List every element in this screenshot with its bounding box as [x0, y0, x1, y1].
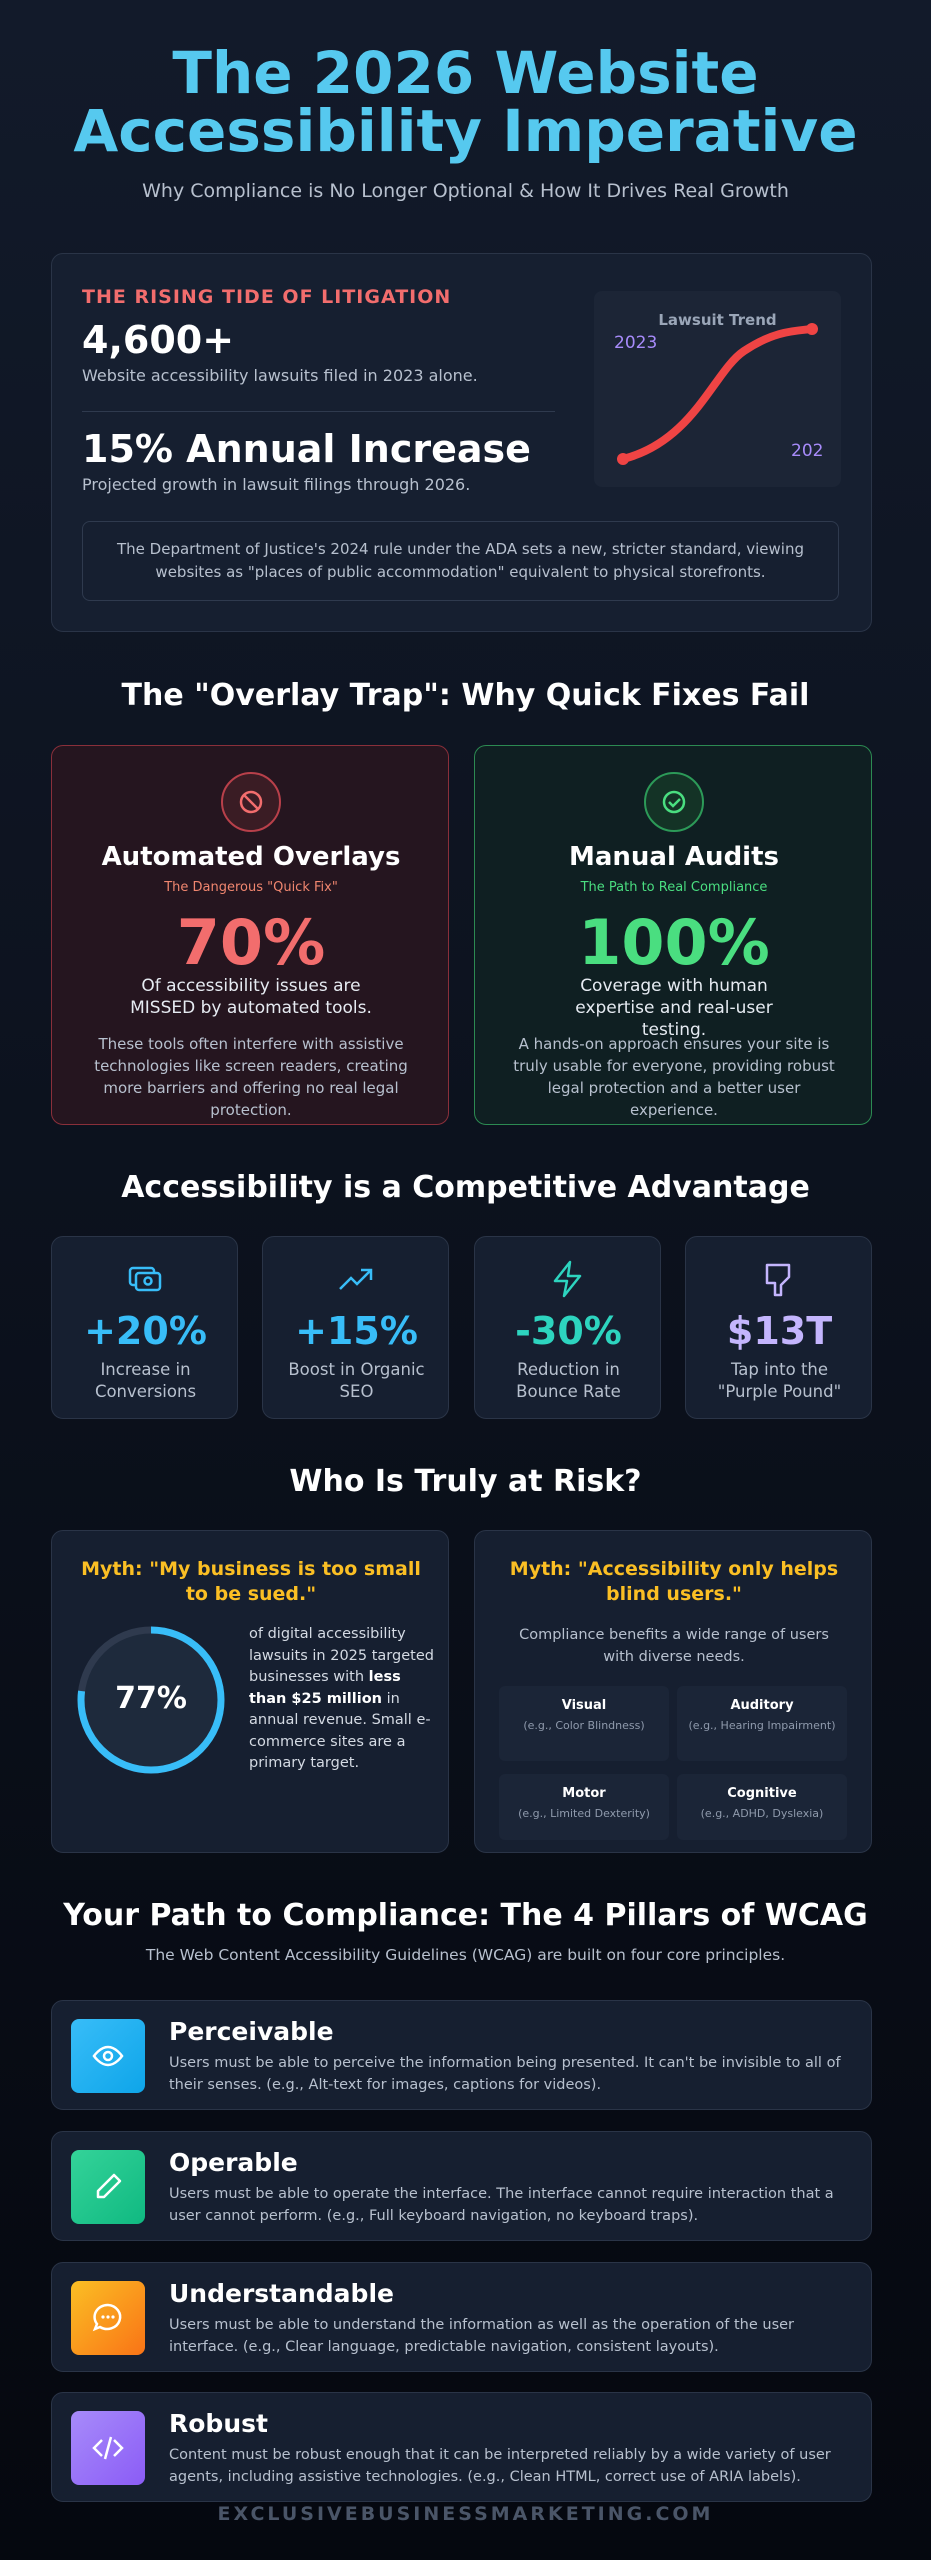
user-group: Auditory (e.g., Hearing Impairment) [677, 1686, 847, 1761]
trend-curve [617, 323, 818, 465]
group-example: (e.g., Color Blindness) [523, 1719, 645, 1732]
trend-chart: Lawsuit Trend 2023 202 [594, 291, 841, 487]
pillar-card: Perceivable Users must be able to perceiv… [51, 2000, 872, 2110]
stat-icon [759, 1259, 799, 1303]
bold-text: less than $25 million [249, 1669, 401, 1707]
overlay-card: Automated Overlays The Dangerous "Quick … [51, 745, 449, 1125]
group-name: Cognitive [727, 1786, 797, 1801]
pillar-icon [71, 2019, 145, 2093]
group-name: Auditory [730, 1698, 794, 1713]
pillar-card: Robust Content must be robust enough that… [51, 2392, 872, 2502]
risk-card: Myth: "My business is too small to be su… [51, 1530, 449, 1853]
stat-icon [125, 1259, 165, 1303]
stat-icon [336, 1259, 376, 1303]
stat-card: $13T Tap into the "Purple Pound" [685, 1236, 872, 1419]
myth: Myth: "Accessibility only helps blind us… [509, 1558, 839, 1605]
chart-title: Lawsuit Trend [658, 311, 777, 329]
text: of digital accessibility lawsuits in 202… [249, 1626, 434, 1685]
pillar-text: Content must be robust enough that it ca… [169, 2447, 831, 2485]
stat-value: $13T [726, 1309, 833, 1353]
pillar-title: Operable [169, 2148, 298, 2177]
divider [82, 411, 555, 412]
section-heading: Accessibility is a Competitive Advantage [121, 1170, 810, 1205]
card-subtitle: The Path to Real Compliance [580, 880, 768, 895]
risk-text: of digital accessibility lawsuits in 202… [249, 1624, 434, 1775]
card-stat-text: Coverage with human expertise and real-u… [575, 976, 773, 1040]
group-name: Visual [561, 1698, 607, 1713]
stat: 15% Annual Increase [82, 427, 531, 471]
chart-label: 202 [791, 441, 824, 461]
audit-card: Manual Audits The Path to Real Complianc… [474, 745, 872, 1125]
stat-value: +15% [295, 1309, 418, 1353]
card-stat-text: Of accessibility issues are MISSED by au… [130, 976, 372, 1018]
stat-label: Tap into the "Purple Pound" [717, 1360, 842, 1401]
card-stat: 70% [176, 906, 326, 979]
chart-label: 2023 [614, 333, 658, 353]
pillar-title: Understandable [169, 2279, 394, 2308]
stat: 4,600+ [82, 318, 235, 362]
section-heading: The "Overlay Trap": Why Quick Fixes Fail [121, 678, 810, 713]
pillar-icon [71, 2150, 145, 2224]
icon-ban [221, 772, 281, 832]
stat-value: +20% [84, 1309, 207, 1353]
kicker: THE RISING TIDE OF LITIGATION [82, 286, 452, 308]
group-example: (e.g., Limited Dexterity) [518, 1807, 650, 1820]
stat-label: Boost in Organic SEO [288, 1360, 425, 1401]
main-title: The 2026 Website Accessibility Imperativ… [73, 39, 858, 165]
user-group: Visual (e.g., Color Blindness) [499, 1686, 669, 1761]
user-group: Motor (e.g., Limited Dexterity) [499, 1774, 669, 1840]
donut [77, 1626, 225, 1774]
text: in annual revenue. Small e-commerce site… [249, 1690, 431, 1772]
donut-stat: 77% [115, 1681, 187, 1716]
risk-card: Myth: "Accessibility only helps blind us… [474, 1530, 872, 1853]
card-body: These tools often interfere with assisti… [94, 1035, 408, 1119]
pillar-card: Operable Users must be able to operate th… [51, 2131, 872, 2241]
stat-label: Increase in Conversions [94, 1360, 197, 1401]
card-body: A hands-on approach ensures your site is… [513, 1035, 835, 1119]
stat-card: +15% Boost in Organic SEO [262, 1236, 449, 1419]
stat-card: -30% Reduction in Bounce Rate [474, 1236, 661, 1419]
section-subtitle: The Web Content Accessibility Guidelines… [145, 1946, 786, 1964]
stat-text: Website accessibility lawsuits filed in … [82, 366, 478, 385]
pillar-title: Robust [169, 2409, 268, 2438]
section-heading: Who Is Truly at Risk? [289, 1464, 642, 1499]
user-group: Cognitive (e.g., ADHD, Dyslexia) [677, 1774, 847, 1840]
stat-icon [548, 1259, 588, 1303]
group-example: (e.g., ADHD, Dyslexia) [700, 1807, 824, 1820]
intro: Compliance benefits a wide range of user… [519, 1627, 829, 1665]
icon-check [644, 772, 704, 832]
card-stat: 100% [578, 906, 770, 979]
pillar-card: Understandable Users must be able to unde… [51, 2262, 872, 2372]
group-name: Motor [562, 1786, 606, 1801]
pillar-icon [71, 2411, 145, 2485]
pillar-text: Users must be able to understand the inf… [169, 2317, 795, 2355]
stat-label: Reduction in Bounce Rate [516, 1360, 621, 1401]
stat-card: +20% Increase in Conversions [51, 1236, 238, 1419]
stat-text: Projected growth in lawsuit filings thro… [82, 475, 471, 494]
legal-note: The Department of Justice's 2024 rule un… [82, 521, 839, 601]
card-title: Manual Audits [568, 842, 779, 872]
card-title: Automated Overlays [101, 842, 401, 872]
pillar-text: Users must be able to perceive the infor… [169, 2055, 841, 2093]
card-subtitle: The Dangerous "Quick Fix" [164, 880, 338, 895]
myth: Myth: "My business is too small to be su… [81, 1558, 421, 1605]
pillar-icon [71, 2281, 145, 2355]
pillar-title: Perceivable [169, 2017, 334, 2046]
stat-value: -30% [515, 1309, 622, 1353]
footer: EXCLUSIVEBUSINESSMARKETING.COM [217, 2503, 714, 2525]
section-heading: Your Path to Compliance: The 4 Pillars o… [63, 1898, 868, 1933]
pillar-text: Users must be able to operate the interf… [169, 2186, 834, 2224]
subtitle: Why Compliance is No Longer Optional & H… [142, 180, 789, 202]
group-example: (e.g., Hearing Impairment) [688, 1719, 836, 1732]
